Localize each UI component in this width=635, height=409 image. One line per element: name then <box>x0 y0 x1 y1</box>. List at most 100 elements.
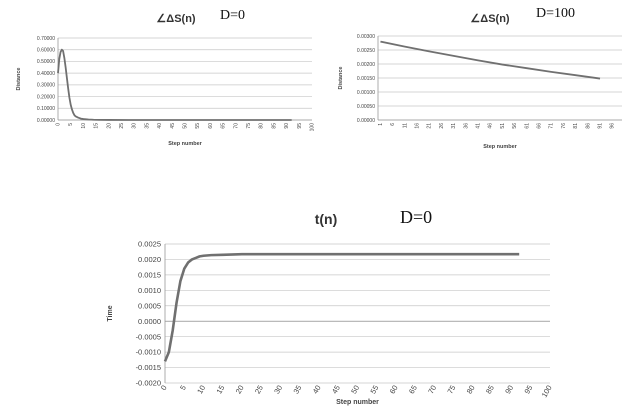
y-tick-label: 0.0025 <box>138 240 161 249</box>
x-tick-label: 95 <box>297 123 303 129</box>
x-tick-label: 35 <box>144 123 150 129</box>
x-axis-label: Step number <box>336 399 379 406</box>
x-tick-label: 91 <box>598 123 604 129</box>
y-tick-label: 0.0015 <box>138 271 161 280</box>
chart-delta-s-d0: 0.00000 0.10000 0.20000 0.30000 0.40000 0.500… <box>16 8 316 147</box>
y-axis-label: Distance <box>16 68 22 91</box>
x-tick-label: 90 <box>284 123 290 129</box>
x-tick-label: 15 <box>214 384 226 396</box>
x-tick-label: 0 <box>159 384 169 392</box>
y-tick-label: 0.00000 <box>37 118 55 124</box>
x-tick-label: 70 <box>426 384 438 396</box>
x-tick-label: 56 <box>512 123 518 129</box>
x-tick-label: 51 <box>500 123 506 129</box>
x-tick-label: 75 <box>445 384 457 396</box>
x-tick-label: 16 <box>415 123 421 129</box>
x-tick-label: 61 <box>524 123 530 129</box>
x-tick-label: 96 <box>610 123 616 129</box>
x-tick-label: 6 <box>390 123 396 126</box>
x-tick-label: 0 <box>56 123 62 126</box>
chart-title: ∠ΔS(n) <box>470 13 509 25</box>
y-tick-label: -0.0020 <box>136 379 161 388</box>
x-tick-label: 70 <box>233 123 239 129</box>
x-axis-label: Step number <box>168 141 202 147</box>
x-tick-label: 100 <box>540 384 554 399</box>
x-tick-label: 26 <box>439 123 445 129</box>
x-tick-label: 25 <box>119 123 125 129</box>
x-tick-label: 45 <box>170 123 176 129</box>
x-tick-label: 50 <box>349 384 361 396</box>
x-tick-label: 65 <box>221 123 227 129</box>
x-tick-label: 5 <box>178 384 188 392</box>
x-tick-label: 100 <box>310 123 316 132</box>
x-tick-label: 5 <box>68 123 74 126</box>
x-tick-label: 81 <box>573 123 579 129</box>
x-tick-label: 10 <box>81 123 87 129</box>
x-tick-label: 55 <box>368 384 380 396</box>
x-tick-label: 66 <box>537 123 543 129</box>
x-tick-label: 15 <box>94 123 100 129</box>
chart-time-d0: -0.0020 -0.0015 -0.0010 -0.0005 0.0000 0.0005… <box>107 207 554 406</box>
y-tick-label: 0.0005 <box>138 301 161 310</box>
y-tick-label: 0.00250 <box>357 48 375 54</box>
x-tick-label: 31 <box>451 123 457 129</box>
y-tick-label: -0.0010 <box>136 348 161 357</box>
y-tick-label: 0.70000 <box>37 36 55 42</box>
x-tick-label: 46 <box>488 123 494 129</box>
chart-delta-s-d100: 0.00000 0.00050 0.00100 0.00150 0.00200 0.002… <box>338 6 622 150</box>
x-tick-label: 20 <box>234 384 246 396</box>
y-axis-label: Distance <box>338 67 344 90</box>
y-tick-label: 0.0020 <box>138 255 161 264</box>
x-tick-label: 36 <box>463 123 469 129</box>
x-tick-label: 11 <box>402 123 408 128</box>
y-tick-label: 0.60000 <box>37 47 55 53</box>
x-tick-label: 75 <box>246 123 252 129</box>
x-tick-label: 90 <box>503 384 515 396</box>
y-tick-label: 0.00150 <box>357 76 375 82</box>
x-tick-label: 80 <box>465 384 477 396</box>
y-tick-label: 0.00300 <box>357 34 375 40</box>
y-axis-label: Time <box>107 305 114 321</box>
x-tick-label: 30 <box>132 123 138 129</box>
x-tick-label: 35 <box>291 384 303 396</box>
y-tick-label: 0.20000 <box>37 94 55 100</box>
series-line <box>165 254 519 361</box>
x-tick-label: 86 <box>585 123 591 129</box>
y-tick-label: 0.10000 <box>37 106 55 112</box>
x-tick-label: 71 <box>549 123 555 129</box>
y-tick-label: 0.0000 <box>138 317 161 326</box>
y-tick-label: 0.00100 <box>357 90 375 96</box>
x-tick-label: 76 <box>561 123 567 129</box>
y-tick-label: 0.40000 <box>37 71 55 77</box>
x-tick-label: 65 <box>407 384 419 396</box>
x-tick-label: 41 <box>476 123 482 129</box>
x-tick-label: 40 <box>157 123 163 129</box>
y-tick-label: 0.0010 <box>138 286 161 295</box>
y-tick-label: 0.00050 <box>357 104 375 110</box>
x-tick-label: 85 <box>271 123 277 129</box>
y-tick-label: 0.00200 <box>357 62 375 68</box>
x-tick-label: 80 <box>259 123 265 129</box>
x-tick-label: 50 <box>183 123 189 129</box>
y-tick-label: 0.30000 <box>37 83 55 89</box>
x-tick-label: 45 <box>330 384 342 396</box>
x-tick-label: 20 <box>106 123 112 129</box>
x-tick-label: 95 <box>522 384 534 396</box>
y-tick-label: 0.00000 <box>357 118 375 124</box>
x-tick-label: 10 <box>195 384 207 396</box>
x-tick-label: 60 <box>388 384 400 396</box>
x-tick-label: 60 <box>208 123 214 129</box>
series-line <box>380 42 600 79</box>
x-tick-label: 21 <box>427 123 433 129</box>
x-tick-label: 30 <box>272 384 284 396</box>
x-axis-label: Step number <box>483 144 517 150</box>
parameter-label: D=100 <box>536 6 575 21</box>
x-tick-label: 55 <box>195 123 201 129</box>
chart-title: ∠ΔS(n) <box>156 13 195 25</box>
parameter-label: D=0 <box>220 8 245 23</box>
x-tick-label: 85 <box>484 384 496 396</box>
chart-title: t(n) <box>315 211 338 227</box>
y-tick-label: 0.50000 <box>37 59 55 65</box>
parameter-label: D=0 <box>400 207 432 227</box>
